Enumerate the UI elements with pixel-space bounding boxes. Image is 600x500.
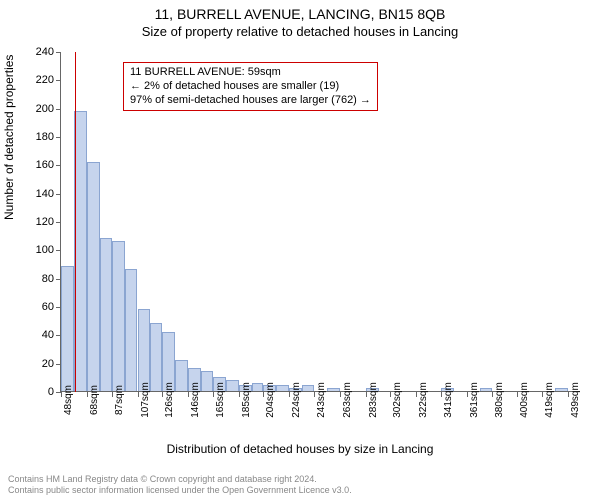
x-tick-label: 48sqm [63,385,74,415]
histogram-bar [226,380,239,391]
x-tick-mark [213,392,214,397]
chart-title-1: 11, BURRELL AVENUE, LANCING, BN15 8QB [0,0,600,22]
x-tick-mark [568,392,569,397]
histogram-bar [555,388,568,391]
x-tick-mark [61,392,62,397]
plot-region: 11 BURRELL AVENUE: 59sqm← 2% of detached… [60,52,580,392]
x-tick-label: 87sqm [114,385,125,415]
y-tick-mark [56,165,61,166]
histogram-bar [150,323,162,391]
histogram-bar [112,241,125,391]
x-tick-mark [340,392,341,397]
histogram-bar [138,309,151,391]
histogram-bar [252,383,264,392]
x-tick-label: 400sqm [519,382,530,418]
histogram-bar [201,371,213,391]
y-tick-label: 120 [0,216,54,228]
plot-area: 11 BURRELL AVENUE: 59sqm← 2% of detached… [60,52,580,392]
y-tick-mark [56,335,61,336]
x-tick-label: 439sqm [570,382,581,418]
annotation-line-1: 11 BURRELL AVENUE: 59sqm [130,66,371,80]
x-tick-label: 361sqm [469,382,480,418]
y-tick-mark [56,222,61,223]
x-tick-mark [239,392,240,397]
y-tick-mark [56,307,61,308]
y-tick-mark [56,364,61,365]
histogram-bar [175,360,188,391]
chart-container: 11, BURRELL AVENUE, LANCING, BN15 8QB Si… [0,0,600,500]
y-tick-mark [56,80,61,81]
x-tick-label: 68sqm [89,385,100,415]
x-tick-mark [188,392,189,397]
y-tick-label: 140 [0,188,54,200]
x-tick-label: 165sqm [215,382,226,418]
y-tick-label: 20 [0,358,54,370]
y-tick-label: 100 [0,244,54,256]
histogram-bar [87,162,100,392]
y-tick-label: 160 [0,159,54,171]
x-tick-label: 107sqm [140,382,151,418]
histogram-bar [276,385,289,391]
attribution-line-2: Contains public sector information licen… [8,485,352,496]
x-tick-label: 185sqm [241,382,252,418]
attribution-text: Contains HM Land Registry data © Crown c… [8,474,352,496]
x-tick-label: 263sqm [342,382,353,418]
y-tick-mark [56,137,61,138]
y-tick-mark [56,279,61,280]
y-tick-label: 60 [0,301,54,313]
y-tick-label: 80 [0,273,54,285]
x-tick-label: 126sqm [164,382,175,418]
histogram-bar [327,388,340,391]
y-tick-mark [56,250,61,251]
x-tick-label: 322sqm [418,382,429,418]
y-tick-mark [56,109,61,110]
histogram-bar [480,388,492,391]
x-tick-label: 283sqm [368,382,379,418]
x-tick-label: 302sqm [392,382,403,418]
x-tick-label: 204sqm [265,382,276,418]
x-tick-mark [112,392,113,397]
x-tick-mark [366,392,367,397]
x-tick-mark [467,392,468,397]
y-tick-label: 180 [0,131,54,143]
y-tick-label: 220 [0,74,54,86]
y-tick-label: 0 [0,386,54,398]
histogram-bar [100,238,112,391]
x-tick-mark [441,392,442,397]
annotation-line-2: ← 2% of detached houses are smaller (19) [130,80,371,94]
annotation-line-3: 97% of semi-detached houses are larger (… [130,94,371,108]
x-tick-mark [542,392,543,397]
x-tick-mark [162,392,163,397]
x-tick-label: 419sqm [544,382,555,418]
histogram-bar [61,266,74,391]
histogram-bar [125,269,138,391]
y-tick-mark [56,52,61,53]
x-tick-mark [87,392,88,397]
x-axis-label: Distribution of detached houses by size … [0,442,600,456]
y-tick-label: 200 [0,103,54,115]
x-tick-mark [492,392,493,397]
x-tick-mark [138,392,139,397]
histogram-bar [302,385,314,391]
attribution-line-1: Contains HM Land Registry data © Crown c… [8,474,352,485]
y-tick-label: 240 [0,46,54,58]
x-tick-label: 224sqm [291,382,302,418]
x-tick-label: 146sqm [190,382,201,418]
x-tick-label: 380sqm [494,382,505,418]
subject-marker-line [75,52,76,392]
annotation-box: 11 BURRELL AVENUE: 59sqm← 2% of detached… [123,62,378,111]
y-tick-mark [56,194,61,195]
x-tick-label: 341sqm [443,382,454,418]
chart-title-2: Size of property relative to detached ho… [0,22,600,39]
x-tick-mark [314,392,315,397]
x-tick-label: 243sqm [316,382,327,418]
y-tick-label: 40 [0,329,54,341]
